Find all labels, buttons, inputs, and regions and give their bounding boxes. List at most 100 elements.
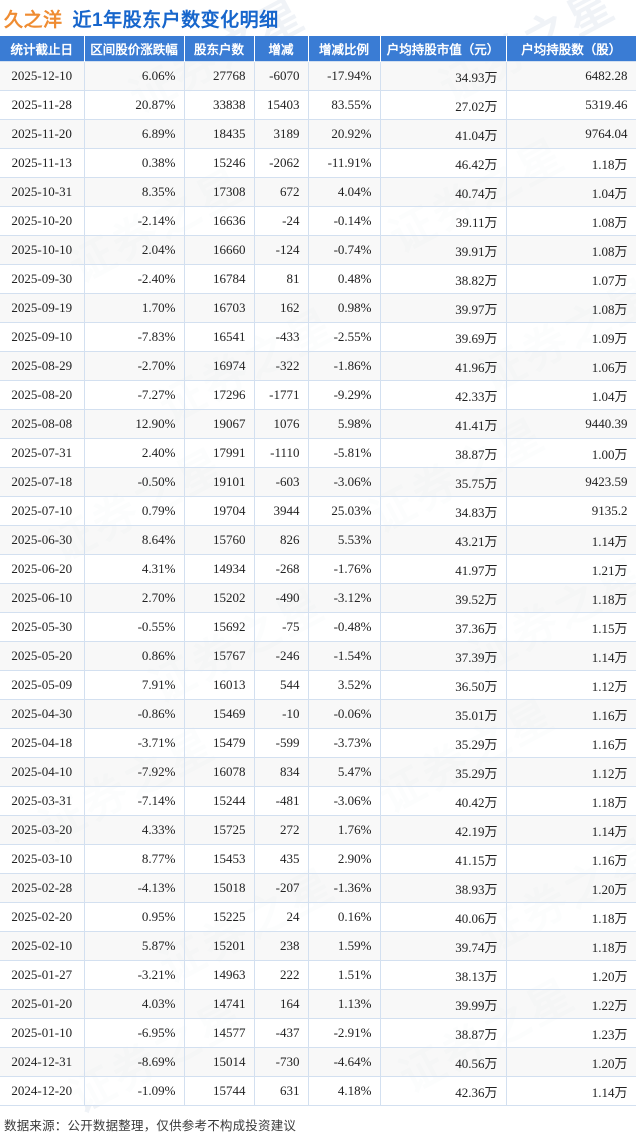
table-row: 2025-07-10 0.79% 19704 3944 25.03% 34.83万 9135… (0, 496, 636, 526)
table-row: 2025-06-20 4.31% 14934 -268 -1.76% 41.97万 1.21… (0, 554, 636, 584)
column-header-avg-value: 户均持股市值（元） (380, 36, 507, 62)
cell-avg-value: 38.93万 (380, 873, 507, 903)
table-row: 2025-07-18 -0.50% 19101 -603 -3.06% 35.75万 942… (0, 467, 636, 497)
cell-avg-value: 40.56万 (380, 1047, 507, 1077)
cell-delta: -437 (254, 1018, 309, 1048)
cell-holders: 15469 (184, 699, 255, 729)
cell-price-change: 2.40% (84, 438, 185, 468)
cell-avg-shares: 1.04万 (506, 177, 636, 207)
cell-avg-value: 39.97万 (380, 293, 507, 323)
cell-holders: 15479 (184, 728, 255, 758)
cell-price-change: -0.55% (84, 612, 185, 642)
cell-price-change: 4.03% (84, 989, 185, 1019)
cell-delta-pct: -9.29% (308, 380, 381, 410)
cell-delta: -730 (254, 1047, 309, 1077)
cell-holders: 14741 (184, 989, 255, 1019)
cell-avg-value: 40.06万 (380, 902, 507, 932)
table-row: 2025-11-28 20.87% 33838 15403 83.55% 27.02万 53… (0, 90, 636, 120)
cell-delta: 834 (254, 757, 309, 787)
cell-holders: 27768 (184, 61, 255, 91)
cell-delta-pct: -1.36% (308, 873, 381, 903)
table-row: 2025-07-31 2.40% 17991 -1110 -5.81% 38.87万 1.0… (0, 438, 636, 468)
cell-price-change: 4.31% (84, 554, 185, 584)
table-row: 2025-08-08 12.90% 19067 1076 5.98% 41.41万 9440… (0, 409, 636, 439)
cell-date: 2025-04-30 (0, 699, 85, 729)
cell-holders: 15244 (184, 786, 255, 816)
cell-date: 2025-08-20 (0, 380, 85, 410)
cell-date: 2025-01-10 (0, 1018, 85, 1048)
cell-avg-value: 35.75万 (380, 467, 507, 497)
cell-delta: -1771 (254, 380, 309, 410)
company-name: 久之洋 (4, 9, 63, 31)
cell-date: 2025-06-10 (0, 583, 85, 613)
cell-holders: 16078 (184, 757, 255, 787)
cell-delta-pct: -0.74% (308, 235, 381, 265)
cell-holders: 15201 (184, 931, 255, 961)
column-header-avg-shares: 户均持股数（股） (506, 36, 636, 62)
cell-date: 2025-09-30 (0, 264, 85, 294)
cell-avg-value: 41.41万 (380, 409, 507, 439)
cell-date: 2024-12-20 (0, 1076, 85, 1106)
cell-avg-value: 36.50万 (380, 670, 507, 700)
column-header-price-change: 区间股价涨跌幅 (84, 36, 185, 62)
cell-price-change: -1.09% (84, 1076, 185, 1106)
cell-date: 2025-07-18 (0, 467, 85, 497)
cell-delta: 24 (254, 902, 309, 932)
cell-delta: -124 (254, 235, 309, 265)
cell-date: 2025-04-10 (0, 757, 85, 787)
column-header-date: 统计截止日 (0, 36, 85, 62)
cell-delta-pct: -1.86% (308, 351, 381, 381)
cell-avg-value: 40.42万 (380, 786, 507, 816)
cell-holders: 15202 (184, 583, 255, 613)
cell-price-change: 0.79% (84, 496, 185, 526)
cell-delta-pct: 20.92% (308, 119, 381, 149)
cell-holders: 15453 (184, 844, 255, 874)
cell-delta-pct: 1.59% (308, 931, 381, 961)
cell-date: 2025-10-10 (0, 235, 85, 265)
cell-avg-value: 38.87万 (380, 1018, 507, 1048)
cell-delta-pct: -0.48% (308, 612, 381, 642)
cell-delta-pct: -3.12% (308, 583, 381, 613)
cell-price-change: 8.77% (84, 844, 185, 874)
cell-price-change: 2.04% (84, 235, 185, 265)
cell-delta-pct: 0.98% (308, 293, 381, 323)
cell-delta-pct: -3.73% (308, 728, 381, 758)
cell-delta: 3944 (254, 496, 309, 526)
cell-avg-shares: 1.06万 (506, 351, 636, 381)
cell-delta-pct: 1.76% (308, 815, 381, 845)
cell-avg-shares: 1.18万 (506, 148, 636, 178)
cell-avg-shares: 1.20万 (506, 960, 636, 990)
cell-avg-shares: 1.12万 (506, 757, 636, 787)
cell-date: 2025-10-20 (0, 206, 85, 236)
cell-delta-pct: 5.98% (308, 409, 381, 439)
cell-delta-pct: -2.91% (308, 1018, 381, 1048)
cell-avg-shares: 1.15万 (506, 612, 636, 642)
cell-date: 2025-03-31 (0, 786, 85, 816)
table-row: 2025-10-31 8.35% 17308 672 4.04% 40.74万 1.04万 (0, 177, 636, 207)
cell-price-change: 20.87% (84, 90, 185, 120)
cell-avg-shares: 1.21万 (506, 554, 636, 584)
table-body: 2025-12-10 6.06% 27768 -6070 -17.94% 34.93万 64… (0, 61, 636, 1106)
cell-avg-value: 41.15万 (380, 844, 507, 874)
cell-avg-shares: 1.08万 (506, 293, 636, 323)
cell-delta-pct: 83.55% (308, 90, 381, 120)
cell-avg-value: 41.04万 (380, 119, 507, 149)
cell-holders: 15760 (184, 525, 255, 555)
cell-delta-pct: -1.54% (308, 641, 381, 671)
cell-avg-value: 42.19万 (380, 815, 507, 845)
cell-avg-value: 39.74万 (380, 931, 507, 961)
cell-delta: -268 (254, 554, 309, 584)
cell-holders: 19704 (184, 496, 255, 526)
cell-delta: 162 (254, 293, 309, 323)
table-row: 2025-08-20 -7.27% 17296 -1771 -9.29% 42.33万 1.… (0, 380, 636, 410)
cell-date: 2025-01-27 (0, 960, 85, 990)
cell-avg-shares: 1.00万 (506, 438, 636, 468)
table-row: 2025-01-27 -3.21% 14963 222 1.51% 38.13万 1.20万 (0, 960, 636, 990)
cell-price-change: 0.95% (84, 902, 185, 932)
cell-avg-shares: 1.20万 (506, 1047, 636, 1077)
cell-delta-pct: -3.06% (308, 467, 381, 497)
table-row: 2025-09-19 1.70% 16703 162 0.98% 39.97万 1.08万 (0, 293, 636, 323)
cell-avg-value: 37.36万 (380, 612, 507, 642)
cell-delta-pct: -4.64% (308, 1047, 381, 1077)
table-row: 2025-03-20 4.33% 15725 272 1.76% 42.19万 1.14万 (0, 815, 636, 845)
